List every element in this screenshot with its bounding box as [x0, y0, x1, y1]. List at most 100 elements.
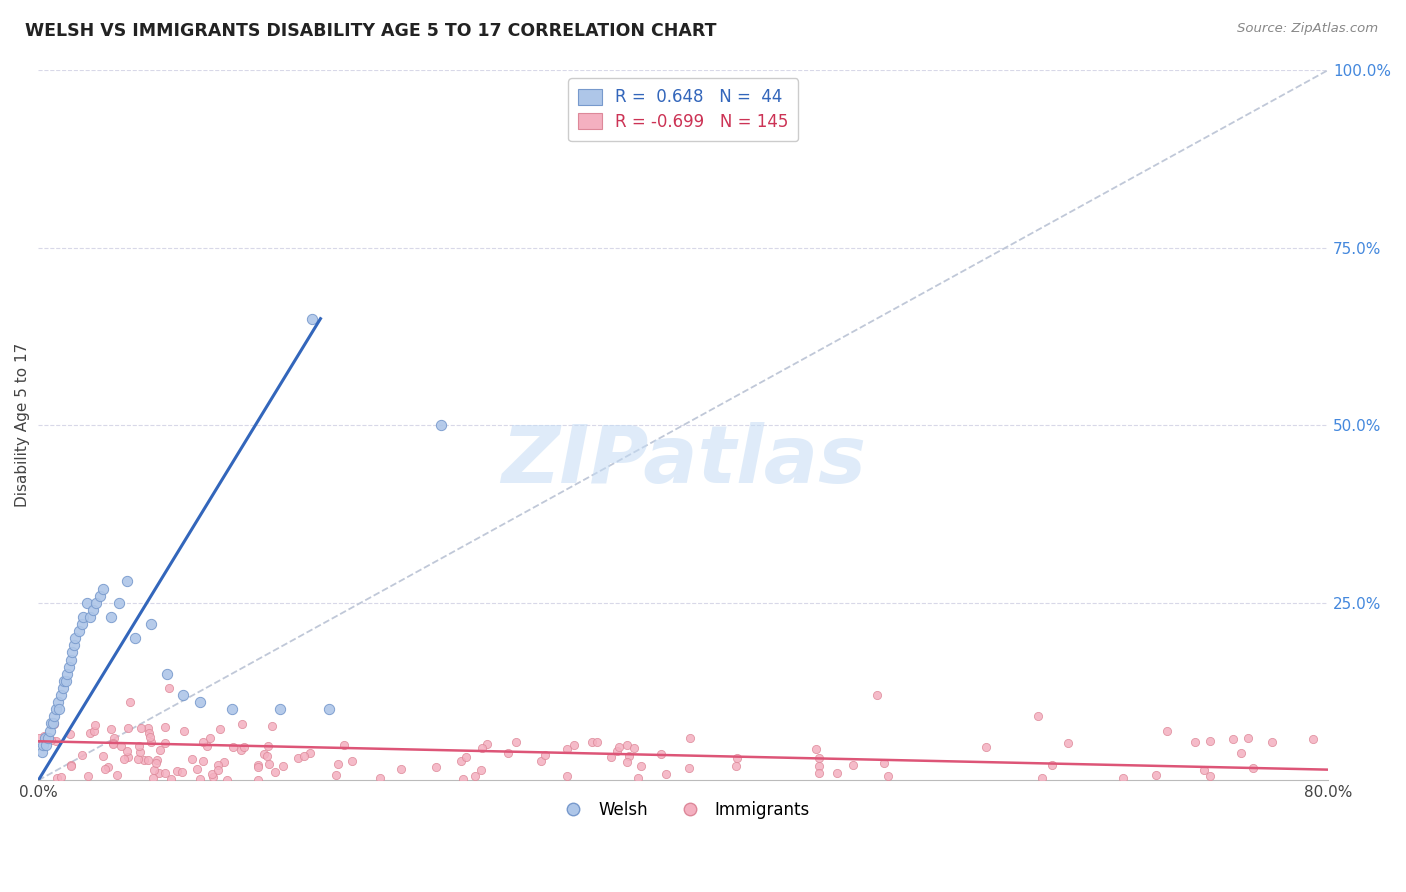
- Point: [120, 695, 142, 709]
- Point: [655, 767, 678, 781]
- Point: [616, 739, 638, 753]
- Point: [117, 721, 139, 735]
- Point: [627, 771, 650, 785]
- Point: [299, 746, 322, 760]
- Point: [91, 582, 114, 596]
- Point: [215, 772, 238, 787]
- Point: [842, 758, 865, 772]
- Point: [157, 681, 180, 695]
- Point: [141, 617, 163, 632]
- Point: [37, 731, 59, 745]
- Point: [808, 766, 831, 780]
- Point: [145, 756, 167, 770]
- Point: [616, 756, 638, 770]
- Point: [42, 716, 65, 731]
- Point: [115, 744, 138, 758]
- Point: [725, 751, 748, 765]
- Point: [53, 673, 76, 688]
- Point: [725, 759, 748, 773]
- Point: [141, 735, 163, 749]
- Point: [1144, 767, 1167, 781]
- Point: [60, 759, 83, 773]
- Point: [464, 769, 486, 783]
- Y-axis label: Disability Age 5 to 17: Disability Age 5 to 17: [15, 343, 30, 508]
- Point: [198, 731, 221, 745]
- Point: [456, 750, 478, 764]
- Point: [45, 733, 67, 747]
- Point: [94, 763, 117, 777]
- Point: [45, 702, 67, 716]
- Point: [79, 610, 101, 624]
- Point: [326, 757, 349, 772]
- Point: [148, 743, 170, 757]
- Point: [600, 749, 623, 764]
- Point: [259, 756, 281, 771]
- Point: [872, 756, 894, 770]
- Point: [1241, 761, 1264, 775]
- Point: [28, 731, 51, 745]
- Point: [287, 751, 309, 765]
- Point: [59, 757, 82, 772]
- Point: [425, 760, 447, 774]
- Point: [451, 772, 474, 786]
- Point: [39, 732, 62, 747]
- Point: [232, 739, 254, 754]
- Point: [325, 768, 347, 782]
- Point: [103, 731, 125, 746]
- Point: [269, 702, 291, 716]
- Point: [201, 767, 224, 781]
- Point: [153, 736, 176, 750]
- Point: [301, 311, 323, 326]
- Point: [44, 709, 66, 723]
- Point: [188, 695, 211, 709]
- Point: [1229, 746, 1251, 760]
- Point: [342, 754, 364, 768]
- Point: [581, 735, 603, 749]
- Point: [58, 659, 80, 673]
- Point: [56, 666, 79, 681]
- Point: [1199, 769, 1222, 783]
- Point: [129, 745, 152, 759]
- Point: [1236, 731, 1258, 745]
- Point: [86, 596, 108, 610]
- Point: [31, 745, 53, 759]
- Point: [496, 747, 519, 761]
- Point: [51, 681, 73, 695]
- Point: [247, 772, 270, 787]
- Point: [1112, 772, 1135, 786]
- Point: [1192, 763, 1215, 777]
- Point: [1156, 723, 1178, 738]
- Point: [533, 747, 555, 762]
- Point: [318, 702, 340, 716]
- Point: [193, 735, 215, 749]
- Point: [1026, 709, 1049, 723]
- Point: [72, 610, 94, 624]
- Point: [60, 645, 83, 659]
- Point: [91, 749, 114, 764]
- Text: WELSH VS IMMIGRANTS DISABILITY AGE 5 TO 17 CORRELATION CHART: WELSH VS IMMIGRANTS DISABILITY AGE 5 TO …: [25, 22, 717, 40]
- Point: [877, 769, 900, 783]
- Point: [117, 749, 139, 764]
- Point: [59, 652, 82, 666]
- Point: [974, 740, 997, 755]
- Point: [257, 739, 280, 753]
- Point: [555, 769, 578, 783]
- Point: [46, 695, 69, 709]
- Point: [450, 755, 472, 769]
- Point: [606, 744, 628, 758]
- Point: [1261, 735, 1284, 749]
- Point: [131, 721, 153, 735]
- Point: [221, 702, 243, 716]
- Point: [607, 739, 630, 754]
- Point: [127, 752, 149, 766]
- Point: [477, 737, 499, 751]
- Point: [808, 759, 831, 773]
- Point: [586, 735, 609, 749]
- Point: [207, 763, 229, 777]
- Point: [530, 754, 553, 768]
- Point: [82, 603, 104, 617]
- Point: [67, 624, 90, 639]
- Point: [49, 770, 72, 784]
- Point: [180, 751, 202, 765]
- Point: [65, 632, 87, 646]
